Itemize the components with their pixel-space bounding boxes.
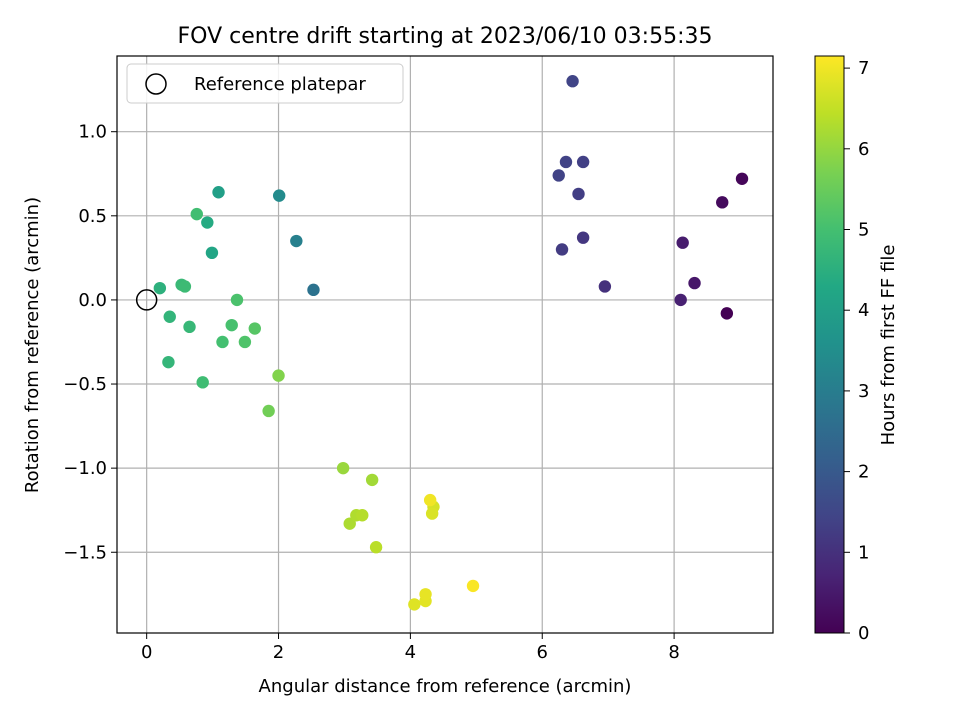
data-point (238, 335, 252, 349)
data-point (552, 169, 565, 182)
legend: Reference platepar (126, 63, 404, 104)
colorbar-tick-label: 5 (858, 220, 869, 241)
data-point (230, 293, 244, 307)
reference-point (135, 289, 158, 311)
data-point (688, 276, 701, 290)
data-point (248, 322, 261, 335)
data-point (423, 493, 437, 507)
data-point (365, 473, 379, 487)
data-point (153, 281, 167, 295)
y-axis-ticks: −1.5 −1.0 −0.5 0.0 0.5 1.0 (63, 122, 117, 563)
colorbar-tick-label: 4 (858, 300, 869, 321)
data-point (720, 307, 734, 320)
data-point (163, 310, 176, 323)
x-tick-label: 6 (537, 642, 548, 663)
y-tick-label: 1.0 (78, 122, 107, 143)
data-point (212, 186, 225, 199)
colorbar-tick-label: 3 (858, 381, 869, 402)
colorbar-tick-label: 7 (858, 58, 869, 79)
data-point (466, 579, 480, 593)
data-point (272, 369, 285, 382)
data-point (576, 155, 590, 169)
data-point (356, 509, 369, 522)
data-point (272, 189, 286, 202)
data-point (205, 246, 219, 260)
reference-marker (135, 289, 158, 311)
grid-lines (117, 56, 773, 633)
colorbar-tick-label: 1 (858, 542, 869, 563)
data-point (735, 172, 749, 186)
x-axis-label: Angular distance from reference (arcmin) (259, 676, 632, 697)
chart-title: FOV centre drift starting at 2023/06/10 … (178, 24, 713, 49)
colorbar-label: Hours from first FF file (878, 245, 899, 446)
data-point (419, 588, 432, 601)
colorbar-tick-label: 0 (858, 623, 869, 644)
x-tick-label: 2 (273, 642, 284, 663)
data-point (425, 507, 439, 520)
data-point (216, 335, 229, 349)
y-tick-label: 0.5 (78, 206, 107, 227)
data-point (290, 234, 303, 248)
data-point (262, 404, 275, 418)
legend-label: Reference platepar (194, 74, 366, 95)
data-point (559, 155, 573, 169)
data-point (674, 293, 687, 307)
data-point (162, 355, 175, 369)
x-tick-label: 8 (668, 642, 679, 663)
data-point (555, 243, 569, 256)
data-points (153, 75, 749, 611)
colorbar-ticks: 0 1 2 3 4 5 6 7 (844, 58, 869, 644)
data-point (566, 75, 579, 88)
colorbar-tick-label: 6 (858, 139, 869, 160)
x-axis-ticks: 0 2 4 6 8 (141, 633, 680, 663)
data-point (369, 541, 383, 554)
legend-box (126, 63, 404, 104)
data-point (178, 280, 192, 293)
y-tick-label: −1.5 (63, 542, 107, 563)
data-point (676, 236, 689, 249)
data-point (343, 517, 356, 530)
legend-marker (145, 73, 167, 95)
x-tick-label: 0 (141, 642, 152, 663)
plot-frame (116, 55, 774, 634)
data-point (572, 187, 585, 201)
y-tick-label: −1.0 (63, 458, 107, 479)
colorbar (814, 55, 845, 634)
y-axis-label: Rotation from reference (arcmin) (22, 197, 43, 493)
colorbar-tick-label: 2 (858, 462, 869, 483)
data-point (190, 207, 203, 221)
x-tick-label: 4 (405, 642, 416, 663)
y-tick-label: 0.0 (78, 290, 107, 311)
data-point (201, 216, 214, 229)
data-point (183, 320, 196, 334)
data-point (225, 318, 238, 332)
data-point (408, 598, 421, 611)
data-point (716, 196, 729, 209)
data-point (307, 283, 320, 297)
data-point (336, 461, 350, 475)
data-point (576, 231, 590, 244)
data-point (598, 280, 612, 293)
data-point (196, 376, 209, 389)
y-tick-label: −0.5 (63, 374, 107, 395)
